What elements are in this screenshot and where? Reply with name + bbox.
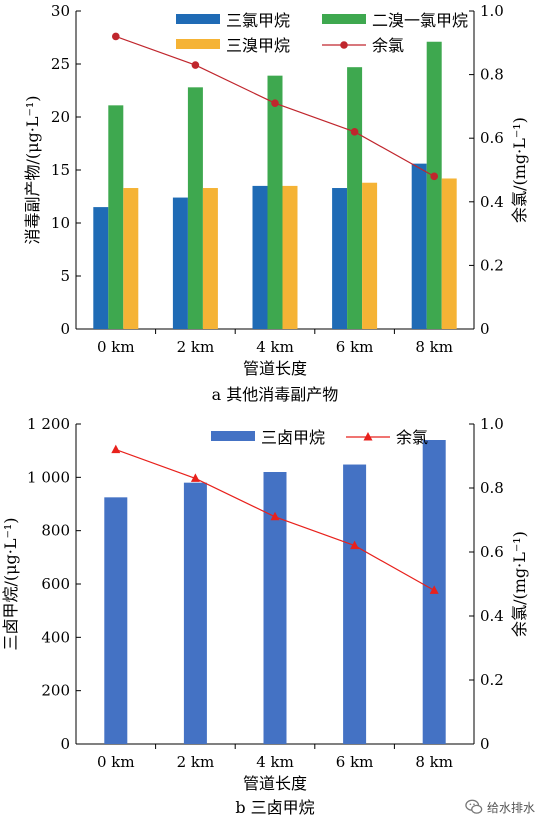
y-tick-label-left: 0 <box>60 320 70 338</box>
bar-1-2 <box>267 75 283 329</box>
y-axis-title-left: 三卤甲烷/(μg·L⁻¹) <box>1 517 20 650</box>
chart-b: 0 200 400 600 800 1 000 1 200 0 0.2 0.4 0.6 0.8 1.0 0… <box>1 415 529 817</box>
legend-label-1: 二溴一氯甲烷 <box>372 11 468 30</box>
legend-label-0: 三卤甲烷 <box>261 428 325 447</box>
legend-marker-3 <box>340 41 348 49</box>
y-tick-label-right: 0.6 <box>480 543 504 561</box>
y-tick-label-right: 0.2 <box>480 256 504 274</box>
legend-swatch-2 <box>176 39 220 49</box>
legend-swatch-0 <box>176 14 220 24</box>
y-tick-label-left: 800 <box>41 522 70 540</box>
y-tick-label-right: 0.4 <box>480 193 504 211</box>
wechat-icon <box>465 799 483 814</box>
legend-swatch-1 <box>322 14 366 24</box>
bar-2-2 <box>282 185 298 329</box>
watermark-text: 给水排水 <box>486 800 535 815</box>
y-axis-title-right: 余氯/(mg·L⁻¹) <box>510 117 529 223</box>
y-tick-label-right: 0.8 <box>480 66 504 84</box>
bar-2-4 <box>441 178 457 329</box>
x-axis-title: 管道长度 <box>243 774 307 793</box>
x-tick-label: 2 km <box>177 338 215 356</box>
y-tick-label-left: 600 <box>41 575 70 593</box>
bar-1-1 <box>187 87 203 329</box>
legend-swatch-0 <box>211 431 255 441</box>
y-tick-label-left: 20 <box>51 108 70 126</box>
line-point-3-4 <box>430 172 439 181</box>
y-tick-label-left: 30 <box>51 2 70 20</box>
y-tick-label-right: 0.8 <box>480 479 504 497</box>
x-tick-label: 2 km <box>177 753 215 771</box>
x-tick-label: 0 km <box>97 753 135 771</box>
x-tick-label: 0 km <box>97 338 135 356</box>
legend-marker-1 <box>363 432 373 441</box>
y-tick-label-right: 1.0 <box>480 2 504 20</box>
line-point-1-3 <box>350 540 360 550</box>
y-tick-label-right: 0.4 <box>480 607 504 625</box>
watermark: 给水排水 <box>465 798 535 816</box>
bar-0-0 <box>104 497 128 744</box>
line-point-3-3 <box>350 128 359 136</box>
y-axis-title-left: 消毒副产物/(μg·L⁻¹) <box>23 95 42 244</box>
line-point-1-1 <box>190 473 200 482</box>
y-tick-label-left: 200 <box>41 682 70 700</box>
x-tick-label: 8 km <box>415 753 453 771</box>
bar-0-0 <box>93 207 109 329</box>
bar-0-1 <box>172 197 188 329</box>
bar-1-4 <box>426 41 442 330</box>
x-tick-label: 6 km <box>336 753 374 771</box>
y-tick-label-left: 15 <box>51 161 70 179</box>
chart-subtitle: a 其他消毒副产物 <box>212 385 339 404</box>
bar-0-2 <box>252 185 268 329</box>
line-point-3-1 <box>191 61 200 69</box>
y-tick-label-right: 1.0 <box>480 415 504 433</box>
chart-a: 0 5 10 15 20 25 30 0 0.2 0.4 0.6 0.8 1.0 0 km 2 km 4 km… <box>23 2 529 404</box>
line-point-1-4 <box>429 585 439 594</box>
y-tick-label-left: 1 200 <box>27 415 70 433</box>
bar-1-3 <box>347 67 363 330</box>
x-tick-label: 6 km <box>336 338 374 356</box>
line-point-1-2 <box>270 511 280 521</box>
bar-0-3 <box>343 464 367 744</box>
y-tick-label-right: 0.2 <box>480 671 504 689</box>
y-tick-label-left: 400 <box>41 628 70 646</box>
y-tick-label-right: 0.6 <box>480 129 504 147</box>
legend-label-3: 余氯 <box>372 36 404 55</box>
y-tick-label-left: 10 <box>51 214 70 232</box>
legend-label-2: 三溴甲烷 <box>226 36 290 55</box>
bar-2-3 <box>362 182 378 329</box>
line-point-1-0 <box>111 444 121 454</box>
bar-0-4 <box>411 163 427 329</box>
line-point-3-2 <box>271 99 279 108</box>
y-tick-label-left: 25 <box>51 55 70 73</box>
bar-2-0 <box>123 188 139 329</box>
legend-label-1: 余氯 <box>396 428 428 447</box>
y-tick-label-left: 0 <box>60 735 70 753</box>
x-tick-label: 4 km <box>256 753 294 771</box>
bar-1-0 <box>108 105 124 329</box>
line-point-3-0 <box>112 32 120 41</box>
x-axis-title: 管道长度 <box>243 359 307 378</box>
legend-label-0: 三氯甲烷 <box>226 11 290 30</box>
bar-0-3 <box>332 188 348 329</box>
y-tick-label-left: 5 <box>60 267 70 285</box>
bar-2-1 <box>202 188 218 329</box>
y-axis-title-right: 余氯/(mg·L⁻¹) <box>510 531 529 637</box>
x-tick-label: 4 km <box>256 338 294 356</box>
y-tick-label-right: 0 <box>480 320 490 338</box>
x-tick-label: 8 km <box>415 338 453 356</box>
bar-0-2 <box>263 472 287 744</box>
y-tick-label-right: 0 <box>480 735 490 753</box>
bar-0-1 <box>183 482 207 744</box>
chart-subtitle: b 三卤甲烷 <box>235 798 314 817</box>
y-tick-label-left: 1 000 <box>27 468 70 486</box>
